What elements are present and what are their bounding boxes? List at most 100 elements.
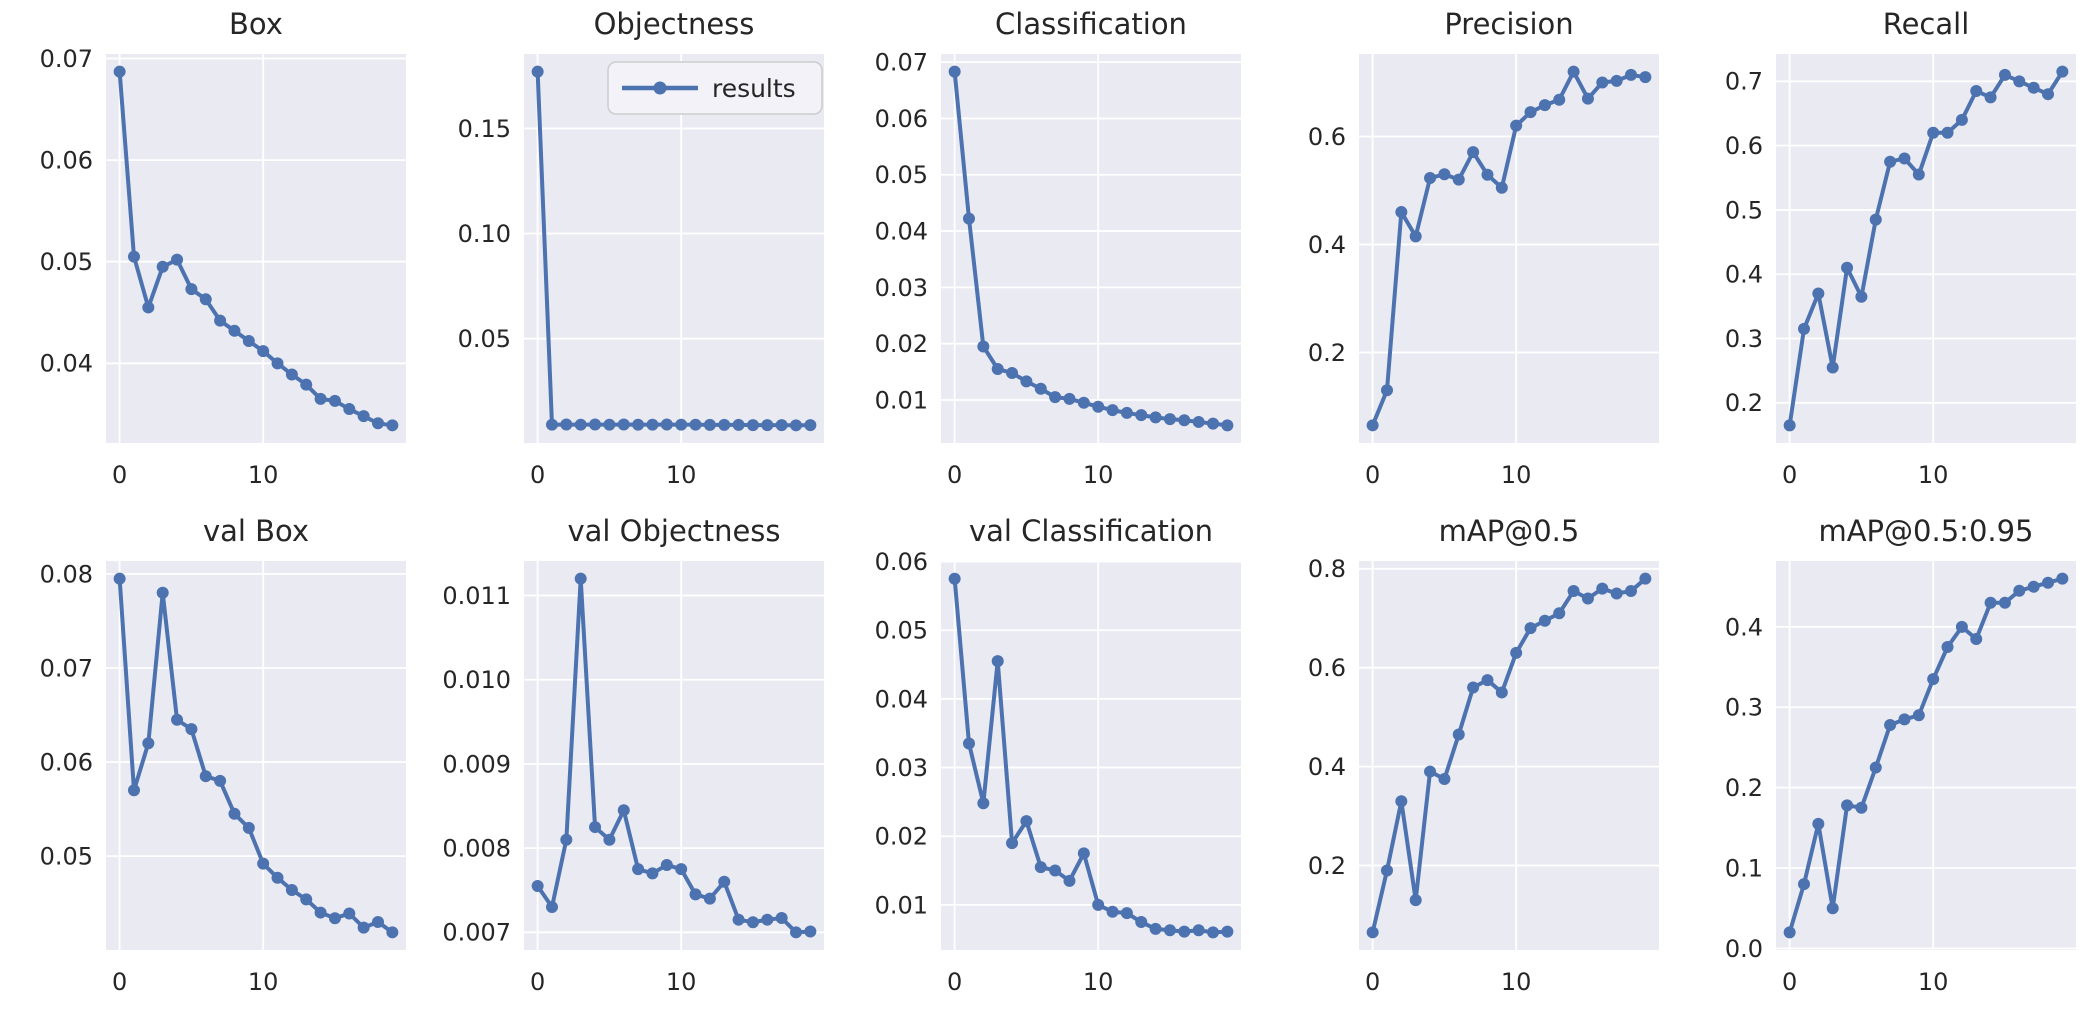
- x-tick-label: 10: [1083, 461, 1114, 489]
- data-point-marker: [617, 418, 630, 431]
- y-tick-label: 0.5: [1725, 196, 1763, 224]
- data-point-marker: [789, 419, 802, 432]
- data-point-marker: [1178, 925, 1191, 938]
- data-point-marker: [646, 418, 659, 431]
- subplot-title: mAP@0.5:0.95: [1819, 514, 2034, 548]
- data-point-marker: [1438, 168, 1451, 181]
- data-point-marker: [1567, 585, 1580, 598]
- y-tick-label: 0.4: [1308, 231, 1346, 259]
- x-tick-label: 0: [947, 461, 962, 489]
- data-point-marker: [703, 418, 716, 431]
- data-point-marker: [1553, 93, 1566, 106]
- data-point-marker: [1006, 366, 1019, 379]
- y-tick-label: 0.02: [875, 823, 928, 851]
- data-point-marker: [1596, 582, 1609, 595]
- y-tick-label: 0.2: [1725, 774, 1763, 802]
- data-point-marker: [300, 378, 313, 391]
- data-point-marker: [1812, 817, 1825, 830]
- subplot-cell-classification: 0.01 0.02 0.03 0.04 0.05 0.06 0.07 0 10 Classific…: [835, 0, 1253, 507]
- data-point-marker: [545, 901, 558, 914]
- data-point-marker: [631, 418, 644, 431]
- data-point-marker: [991, 363, 1004, 376]
- data-point-marker: [1207, 926, 1220, 939]
- y-tick-label: 0.6: [1725, 132, 1763, 160]
- data-point-marker: [1970, 632, 1983, 645]
- y-tick-label: 0.07: [875, 49, 928, 77]
- data-point-marker: [1999, 68, 2012, 81]
- x-tick-label: 0: [1782, 461, 1797, 489]
- data-point-marker: [386, 419, 399, 432]
- data-point-marker: [646, 867, 659, 880]
- data-point-marker: [574, 418, 587, 431]
- data-point-marker: [127, 250, 140, 263]
- axes-background: [1358, 54, 1659, 443]
- data-point-marker: [1841, 799, 1854, 812]
- data-point-marker: [1884, 718, 1897, 731]
- data-point-marker: [1898, 713, 1911, 726]
- y-tick-label: 0.05: [457, 325, 510, 353]
- data-point-marker: [1984, 91, 1997, 104]
- subplot-title: Objectness: [593, 7, 754, 41]
- subplot-cell-recall: 0.2 0.3 0.4 0.5 0.6 0.7 0 10 Recall: [1670, 0, 2088, 507]
- data-point-marker: [1913, 709, 1926, 722]
- data-point-marker: [689, 888, 702, 901]
- data-point-marker: [1798, 322, 1811, 335]
- data-point-marker: [948, 65, 961, 78]
- data-point-marker: [1106, 404, 1119, 417]
- data-point-marker: [357, 921, 370, 934]
- data-point-marker: [732, 913, 745, 926]
- x-tick-label: 0: [1782, 968, 1797, 996]
- data-point-marker: [1509, 119, 1522, 132]
- data-point-marker: [1481, 168, 1494, 181]
- data-point-marker: [717, 875, 730, 888]
- y-tick-label: 0.01: [875, 891, 928, 919]
- data-point-marker: [1380, 864, 1393, 877]
- data-point-marker: [343, 403, 356, 416]
- y-tick-label: 0.007: [442, 919, 511, 947]
- y-tick-label: 0.07: [40, 654, 93, 682]
- axes-background: [523, 561, 824, 950]
- subplot-title: val Objectness: [567, 514, 780, 548]
- subplot-val-objectness: 0.007 0.008 0.009 0.010 0.011 0 10 val Objectne…: [442, 514, 824, 996]
- data-point-marker: [1970, 84, 1983, 97]
- y-tick-label: 0.08: [40, 560, 93, 588]
- data-point-marker: [1366, 926, 1379, 939]
- data-point-marker: [545, 418, 558, 431]
- y-tick-label: 0.04: [40, 350, 93, 378]
- axes-background: [523, 54, 824, 443]
- subplot-title: val Box: [203, 514, 309, 548]
- data-point-marker: [1941, 126, 1954, 139]
- data-point-marker: [1524, 622, 1537, 635]
- data-point-marker: [1538, 614, 1551, 627]
- data-point-marker: [1221, 925, 1234, 938]
- y-tick-label: 0.1: [1725, 854, 1763, 882]
- y-tick-label: 0.07: [40, 45, 93, 73]
- data-point-marker: [746, 419, 759, 432]
- data-point-marker: [775, 911, 788, 924]
- data-point-marker: [588, 821, 601, 834]
- data-point-marker: [1941, 641, 1954, 653]
- y-tick-label: 0.06: [875, 548, 928, 576]
- y-tick-label: 0.05: [875, 617, 928, 645]
- data-point-marker: [588, 418, 601, 431]
- y-tick-label: 0.4: [1725, 261, 1763, 289]
- data-point-marker: [127, 784, 140, 797]
- y-tick-label: 0.02: [875, 330, 928, 358]
- data-point-marker: [1006, 837, 1019, 850]
- legend-frame: [606, 61, 823, 115]
- subplot-box: 0.04 0.05 0.06 0.07 0 10 Box: [40, 7, 406, 489]
- data-point-marker: [171, 713, 184, 726]
- data-point-marker: [977, 340, 990, 353]
- data-point-marker: [1034, 382, 1047, 395]
- data-point-marker: [2056, 572, 2069, 585]
- subplot-cell-val-box: 0.05 0.06 0.07 0.08 0 10 val Box: [0, 507, 418, 1014]
- data-point-marker: [1624, 68, 1637, 81]
- data-point-marker: [1927, 126, 1940, 139]
- data-point-marker: [242, 334, 255, 347]
- subplot-title: Box: [229, 7, 283, 41]
- data-point-marker: [2028, 580, 2041, 593]
- data-point-marker: [1567, 65, 1580, 78]
- x-tick-label: 10: [666, 461, 697, 489]
- data-point-marker: [328, 912, 341, 925]
- data-point-marker: [1466, 146, 1479, 159]
